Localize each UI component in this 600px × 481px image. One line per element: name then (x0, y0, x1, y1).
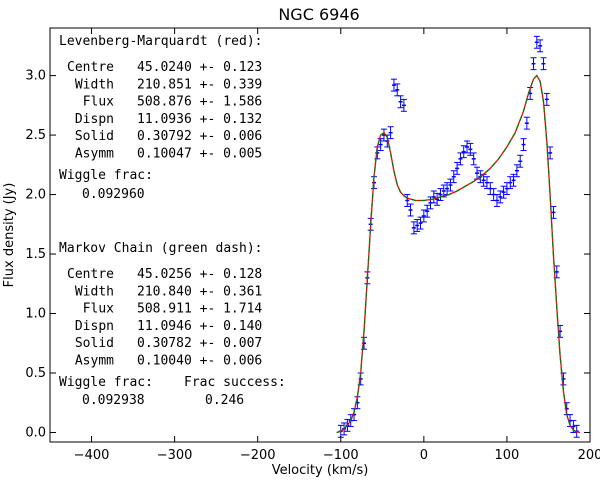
x-tick-label: 0 (420, 448, 428, 463)
x-tick-label: −400 (74, 448, 110, 463)
mcmc-row-label: Solid (75, 336, 114, 351)
mcmc-wiggle-label: Wiggle frac: (59, 375, 153, 390)
y-axis-label: Flux density (Jy) (2, 183, 17, 288)
mcmc-row-label: Width (75, 284, 114, 299)
y-tick-label: 3.0 (25, 69, 46, 84)
lm-row-label: Dispn (75, 112, 114, 127)
mcmc-success-value: 0.246 (205, 393, 244, 408)
lm-row-label: Asymm (75, 147, 114, 162)
chart-title: NGC 6946 (278, 5, 359, 24)
mcmc-row-value: 508.911 +- 1.714 (137, 302, 262, 317)
mcmc-row-label: Flux (83, 302, 114, 317)
mcmc-wiggle-value: 0.092938 (82, 393, 145, 408)
lm-row-value: 45.0240 +- 0.123 (137, 60, 262, 75)
y-tick-label: 1.0 (25, 307, 46, 322)
mcmc-row-value: 0.10040 +- 0.006 (137, 354, 262, 369)
fit-line-lm (336, 74, 581, 434)
fit-line-mcmc (336, 74, 581, 434)
fit-annotations: Levenberg-Marquardt (red): Wiggle frac: … (59, 34, 286, 408)
mcmc-row-label: Dispn (75, 319, 114, 334)
plot-frame (49, 27, 591, 443)
plot-data-layer (336, 35, 581, 438)
x-axis-label: Velocity (km/s) (272, 463, 369, 478)
lm-row-value: 11.0936 +- 0.132 (137, 112, 262, 127)
mcmc-row-label: Asymm (75, 354, 114, 369)
lm-wiggle-value: 0.092960 (82, 187, 145, 202)
mcmc-success-label: Frac success: (184, 375, 286, 390)
y-tick-label: 1.5 (25, 247, 46, 262)
x-tick-label: −300 (157, 448, 193, 463)
x-tick-label: 100 (495, 448, 520, 463)
lm-row-label: Flux (83, 95, 114, 110)
lm-row-value: 508.876 +- 1.586 (137, 95, 262, 110)
lm-row-value: 210.851 +- 0.339 (137, 77, 262, 92)
mcmc-row-value: 45.0256 +- 0.128 (137, 267, 262, 282)
lm-row-value: 0.30792 +- 0.006 (137, 129, 262, 144)
x-tick-label: −100 (323, 448, 359, 463)
y-tick-label: 2.5 (25, 128, 46, 143)
lm-wiggle-label: Wiggle frac: (59, 168, 153, 183)
y-tick-label: 0.5 (25, 366, 46, 381)
data-points (337, 35, 580, 438)
mcmc-row-value: 210.840 +- 0.361 (137, 284, 262, 299)
lm-row-value: 0.10047 +- 0.005 (137, 147, 262, 162)
mcmc-row-label: Centre (67, 267, 114, 282)
mcmc-heading: Markov Chain (green dash): (59, 241, 263, 256)
x-tick-label: 200 (578, 448, 600, 463)
lm-heading: Levenberg-Marquardt (red): (59, 34, 263, 49)
lm-row-label: Centre (67, 60, 114, 75)
mcmc-row-value: 11.0946 +- 0.140 (137, 319, 262, 334)
lm-row-label: Width (75, 77, 114, 92)
lm-row-label: Solid (75, 129, 114, 144)
mcmc-row-value: 0.30782 +- 0.007 (137, 336, 262, 351)
y-tick-label: 2.0 (25, 188, 46, 203)
axis-ticks: −400 −300 −200 −100 0 100 200 0.0 0.5 1.0 1.5 2.0 2.… (25, 28, 600, 463)
x-tick-label: −200 (240, 448, 276, 463)
y-tick-label: 0.0 (25, 425, 46, 440)
